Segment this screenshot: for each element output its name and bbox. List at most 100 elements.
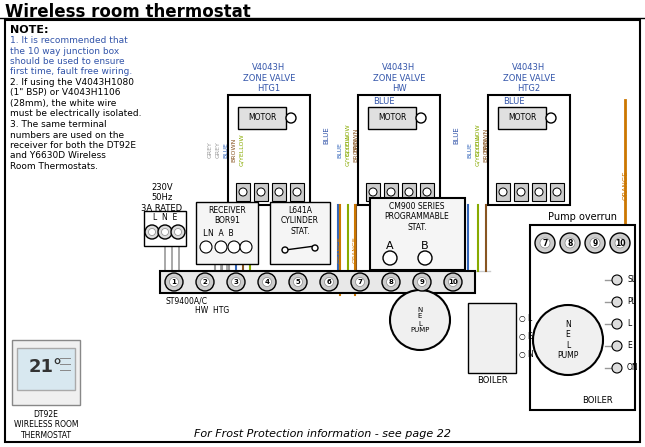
Text: L: L — [202, 229, 206, 239]
Text: BROWN: BROWN — [484, 138, 488, 162]
Text: ○ L: ○ L — [519, 313, 532, 322]
Text: BLUE: BLUE — [468, 142, 473, 158]
Bar — [370, 198, 465, 270]
Text: 1. It is recommended that: 1. It is recommended that — [10, 36, 128, 45]
Text: B: B — [421, 241, 429, 251]
Text: receiver for both the DT92E: receiver for both the DT92E — [10, 141, 136, 150]
Text: For Frost Protection information - see page 22: For Frost Protection information - see p… — [194, 429, 450, 439]
Text: the 10 way junction box: the 10 way junction box — [10, 46, 119, 55]
Circle shape — [417, 278, 426, 287]
Circle shape — [612, 275, 622, 285]
Circle shape — [405, 188, 413, 196]
Text: 5: 5 — [295, 279, 301, 285]
Circle shape — [282, 247, 288, 253]
Circle shape — [165, 273, 183, 291]
Circle shape — [553, 188, 561, 196]
Circle shape — [535, 233, 555, 253]
Circle shape — [320, 273, 338, 291]
Circle shape — [196, 273, 214, 291]
Text: L: L — [627, 320, 631, 329]
Circle shape — [610, 233, 630, 253]
Circle shape — [540, 238, 550, 248]
Bar — [366, 183, 380, 201]
Bar — [290, 183, 304, 201]
Text: BLUE: BLUE — [453, 126, 459, 144]
Text: BOILER: BOILER — [582, 396, 612, 405]
Text: 3. The same terminal: 3. The same terminal — [10, 120, 106, 129]
Text: 2: 2 — [203, 279, 208, 285]
Circle shape — [293, 278, 303, 287]
Circle shape — [369, 188, 377, 196]
Text: 10: 10 — [448, 279, 458, 285]
Text: V4043H
ZONE VALVE
HTG1: V4043H ZONE VALVE HTG1 — [243, 63, 295, 93]
Bar — [514, 183, 528, 201]
Text: 4: 4 — [264, 279, 270, 285]
Circle shape — [239, 188, 247, 196]
Bar — [270, 202, 330, 264]
Bar — [496, 183, 510, 201]
Circle shape — [171, 225, 185, 239]
Bar — [160, 271, 475, 293]
Circle shape — [263, 278, 272, 287]
Text: CM900 SERIES
PROGRAMMABLE
STAT.: CM900 SERIES PROGRAMMABLE STAT. — [384, 202, 450, 232]
Bar — [530, 225, 635, 410]
Circle shape — [387, 188, 395, 196]
Circle shape — [565, 238, 575, 248]
Text: G/YELLOW: G/YELLOW — [239, 134, 244, 166]
Bar — [254, 183, 268, 201]
Text: BLUE: BLUE — [337, 142, 342, 158]
Text: BLUE: BLUE — [323, 126, 329, 144]
Text: 21°: 21° — [29, 358, 63, 376]
Bar — [550, 183, 564, 201]
Circle shape — [590, 238, 600, 248]
Text: Pump overrun: Pump overrun — [548, 212, 617, 222]
Bar — [420, 183, 434, 201]
Text: A: A — [386, 241, 394, 251]
Text: MOTOR: MOTOR — [378, 114, 406, 122]
Text: must be electrically isolated.: must be electrically isolated. — [10, 110, 141, 118]
Text: 7: 7 — [542, 239, 548, 248]
Text: ORANGE: ORANGE — [623, 170, 629, 200]
Text: ON: ON — [627, 363, 639, 372]
Bar — [498, 107, 546, 129]
Text: BLUE: BLUE — [373, 97, 395, 106]
Text: G/YELLOW: G/YELLOW — [346, 134, 350, 166]
Text: RECEIVER
BOR91: RECEIVER BOR91 — [208, 206, 246, 225]
Circle shape — [293, 188, 301, 196]
Text: BROWN: BROWN — [353, 138, 359, 162]
Circle shape — [533, 305, 603, 375]
Bar — [402, 183, 416, 201]
Bar — [238, 107, 286, 129]
Text: Room Thermostats.: Room Thermostats. — [10, 162, 98, 171]
Text: 3: 3 — [233, 279, 239, 285]
Circle shape — [351, 273, 369, 291]
Text: BROWN: BROWN — [484, 128, 488, 152]
Text: should be used to ensure: should be used to ensure — [10, 57, 124, 66]
Circle shape — [289, 273, 307, 291]
Circle shape — [145, 225, 159, 239]
Circle shape — [148, 228, 155, 236]
Text: 6: 6 — [326, 279, 332, 285]
Circle shape — [175, 228, 181, 236]
Text: 10: 10 — [615, 239, 625, 248]
Circle shape — [201, 278, 210, 287]
Circle shape — [612, 341, 622, 351]
Circle shape — [227, 273, 245, 291]
Circle shape — [423, 188, 431, 196]
Text: GREY: GREY — [208, 142, 212, 158]
Circle shape — [383, 251, 397, 265]
Text: numbers are used on the: numbers are used on the — [10, 131, 124, 139]
Text: 230V
50Hz
3A RATED: 230V 50Hz 3A RATED — [141, 183, 183, 213]
Text: G/YELLOW: G/YELLOW — [346, 124, 350, 156]
Circle shape — [390, 290, 450, 350]
Text: DT92E
WIRELESS ROOM
THERMOSTAT: DT92E WIRELESS ROOM THERMOSTAT — [14, 410, 78, 440]
Circle shape — [517, 188, 525, 196]
Circle shape — [382, 273, 400, 291]
Text: PL: PL — [627, 298, 636, 307]
Text: 9: 9 — [592, 239, 598, 248]
Text: GREY: GREY — [215, 142, 221, 158]
Text: V4043H
ZONE VALVE
HW: V4043H ZONE VALVE HW — [373, 63, 425, 93]
Text: 7: 7 — [357, 279, 362, 285]
Circle shape — [615, 238, 625, 248]
Text: L  N  E: L N E — [153, 213, 177, 222]
